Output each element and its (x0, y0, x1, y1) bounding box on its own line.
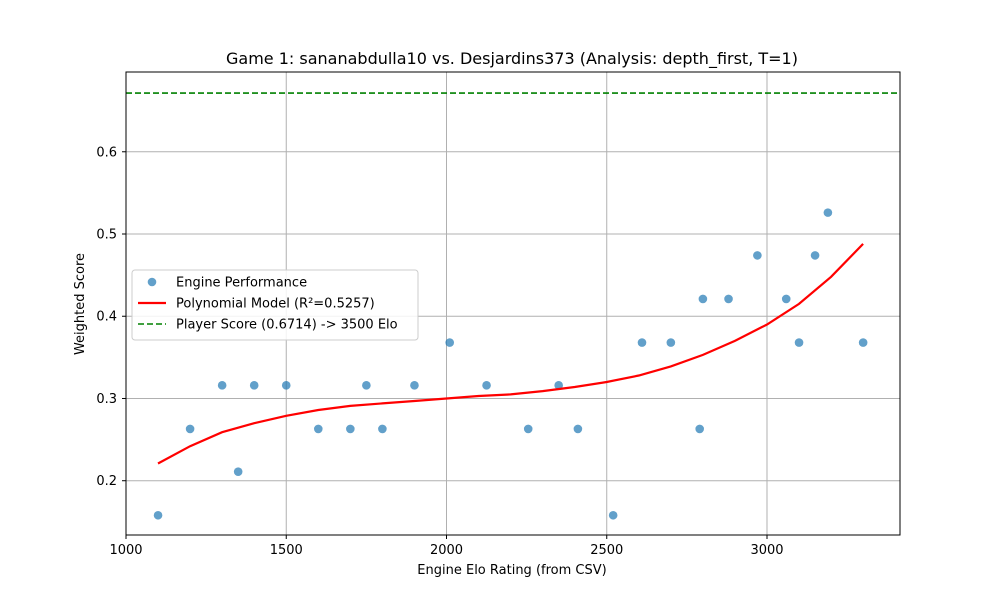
chart-title: Game 1: sananabdulla10 vs. Desjardins373… (226, 49, 798, 69)
legend-label: Polynomial Model (R²=0.5257) (176, 297, 375, 312)
data-point (281, 381, 291, 390)
data-point (695, 424, 704, 434)
y-tick-label: 0.5 (96, 228, 117, 243)
data-point (482, 381, 491, 390)
y-tick-label: 0.4 (96, 310, 117, 325)
data-point (823, 208, 833, 217)
legend-label: Engine Performance (176, 276, 307, 291)
data-point (362, 381, 371, 390)
x-tick-label: 3000 (750, 543, 783, 558)
y-tick-label: 0.6 (96, 145, 117, 160)
legend: Engine Performance Polynomial Model (R²=0… (131, 269, 419, 341)
y-tick-label: 0.3 (96, 392, 117, 407)
data-point (153, 510, 163, 520)
data-point (185, 424, 195, 434)
data-point (378, 424, 387, 434)
data-point (410, 381, 419, 390)
data-point (233, 467, 243, 476)
data-point (346, 424, 355, 434)
data-point (698, 294, 708, 304)
data-point (781, 294, 791, 304)
data-point (608, 510, 618, 520)
data-point (217, 381, 227, 390)
data-point (637, 338, 647, 347)
data-point (810, 251, 820, 260)
y-axis: 0.2 0.3 0.4 0.5 0.6 (96, 145, 126, 489)
scatter-layer (153, 208, 868, 520)
data-point (573, 424, 583, 434)
data-point (858, 338, 868, 347)
x-tick-label: 2500 (590, 543, 623, 558)
legend-box (131, 269, 419, 341)
grid (125, 72, 900, 535)
x-axis-label: Engine Elo Rating (from CSV) (417, 563, 606, 578)
x-tick-label: 1500 (270, 543, 303, 558)
legend-marker-scatter (147, 277, 157, 287)
data-point (313, 424, 323, 434)
model-curve-layer (157, 243, 864, 465)
data-point (724, 294, 733, 304)
data-point (753, 251, 762, 260)
y-axis-label: Weighted Score (73, 253, 88, 355)
data-point (445, 338, 455, 347)
legend-label: Player Score (0.6714) -> 3500 Elo (176, 318, 398, 333)
data-point (666, 338, 676, 347)
model-curve (157, 243, 864, 465)
y-tick-label: 0.2 (96, 474, 117, 489)
x-tick-label: 1000 (109, 543, 142, 558)
data-point (554, 381, 563, 390)
data-point (794, 338, 804, 347)
x-axis: 1000 1500 2000 2500 3000 (109, 535, 784, 558)
data-point (523, 424, 533, 434)
plot-frame (125, 71, 901, 536)
data-point (249, 381, 259, 390)
x-tick-label: 2000 (430, 543, 463, 558)
